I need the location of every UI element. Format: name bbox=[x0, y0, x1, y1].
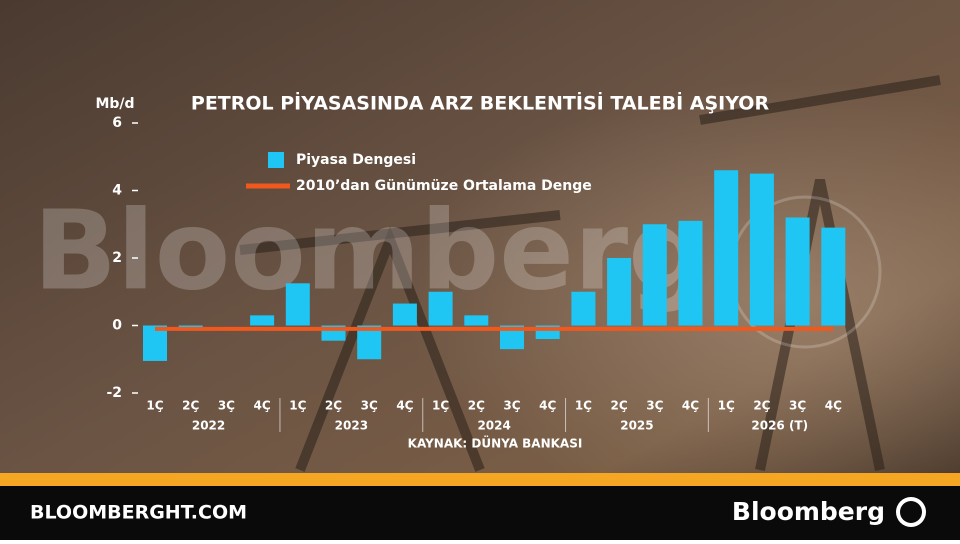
bar bbox=[178, 325, 203, 328]
x-tick-label: 3Ç bbox=[218, 399, 235, 413]
bar bbox=[571, 291, 596, 326]
x-tick-label: 3Ç bbox=[503, 399, 520, 413]
source: KAYNAK: DÜNYA BANKASI bbox=[408, 436, 583, 451]
accent-strip bbox=[0, 473, 960, 486]
bar bbox=[678, 220, 703, 326]
bar bbox=[428, 291, 453, 326]
legend-swatch bbox=[268, 152, 284, 168]
bar bbox=[642, 224, 667, 326]
x-tick-label: 4Ç bbox=[825, 399, 842, 413]
x-group-label: 2022 bbox=[192, 419, 225, 433]
chart-title: PETROL PİYASASINDA ARZ BEKLENTİSİ TALEBİ… bbox=[191, 91, 770, 115]
y-tick-label: 4 bbox=[112, 183, 122, 199]
legend-label: 2010’dan Günümüze Ortalama Denge bbox=[296, 178, 592, 194]
y-tick-label: 6 bbox=[112, 115, 122, 131]
x-tick-label: 2Ç bbox=[182, 399, 199, 413]
bar bbox=[821, 227, 846, 326]
watermark: Bloomberg bbox=[33, 186, 707, 314]
footer bbox=[0, 486, 960, 540]
bar bbox=[285, 283, 310, 326]
x-tick-label: 1Ç bbox=[146, 399, 163, 413]
x-tick-label: 3Ç bbox=[361, 399, 378, 413]
x-tick-label: 4Ç bbox=[682, 399, 699, 413]
bar bbox=[143, 325, 167, 361]
plot: -2 0 2 4 6 1Ç 2Ç 3Ç 4Ç 1Ç 2Ç 3Ç 4Ç 1Ç 2Ç 3Ç 4Ç 1Ç 2Ç 3Ç 4Ç 1Ç… bbox=[106, 115, 846, 433]
x-tick-label: 2Ç bbox=[325, 399, 342, 413]
y-axis-label: Mb/d bbox=[95, 96, 134, 112]
bar bbox=[714, 170, 739, 326]
bar bbox=[785, 217, 810, 326]
x-group-label: 2026 (T) bbox=[751, 419, 808, 433]
footer-brand: Bloomberg bbox=[732, 497, 885, 526]
x-group-label: 2024 bbox=[477, 419, 510, 433]
bar bbox=[464, 315, 489, 326]
bar bbox=[250, 315, 275, 326]
x-tick-label: 2Ç bbox=[468, 399, 485, 413]
footer-logo-inner bbox=[900, 501, 922, 523]
y-tick-label: 0 bbox=[112, 318, 122, 334]
x-tick-label: 4Ç bbox=[396, 399, 413, 413]
bar bbox=[749, 173, 774, 326]
x-group-label: 2025 bbox=[620, 419, 653, 433]
x-tick-label: 4Ç bbox=[254, 399, 271, 413]
x-tick-label: 3Ç bbox=[646, 399, 663, 413]
x-tick-label: 2Ç bbox=[753, 399, 770, 413]
x-tick-label: 2Ç bbox=[611, 399, 628, 413]
bar bbox=[392, 303, 417, 326]
y-tick-label: -2 bbox=[106, 385, 122, 401]
x-tick-label: 4Ç bbox=[539, 399, 556, 413]
x-tick-label: 3Ç bbox=[789, 399, 806, 413]
x-tick-label: 1Ç bbox=[718, 399, 735, 413]
bar bbox=[357, 325, 382, 360]
x-group-label: 2023 bbox=[335, 419, 368, 433]
x-tick-label: 1Ç bbox=[289, 399, 306, 413]
pumpjack-silhouette bbox=[239, 75, 941, 472]
x-tick-label: 1Ç bbox=[575, 399, 592, 413]
y-tick-label: 2 bbox=[112, 250, 122, 266]
legend-label: Piyasa Dengesi bbox=[296, 152, 416, 168]
bar bbox=[607, 258, 632, 326]
footer-site: BLOOMBERGHT.COM bbox=[30, 502, 247, 524]
bar bbox=[500, 325, 524, 350]
x-tick-label: 1Ç bbox=[432, 399, 449, 413]
